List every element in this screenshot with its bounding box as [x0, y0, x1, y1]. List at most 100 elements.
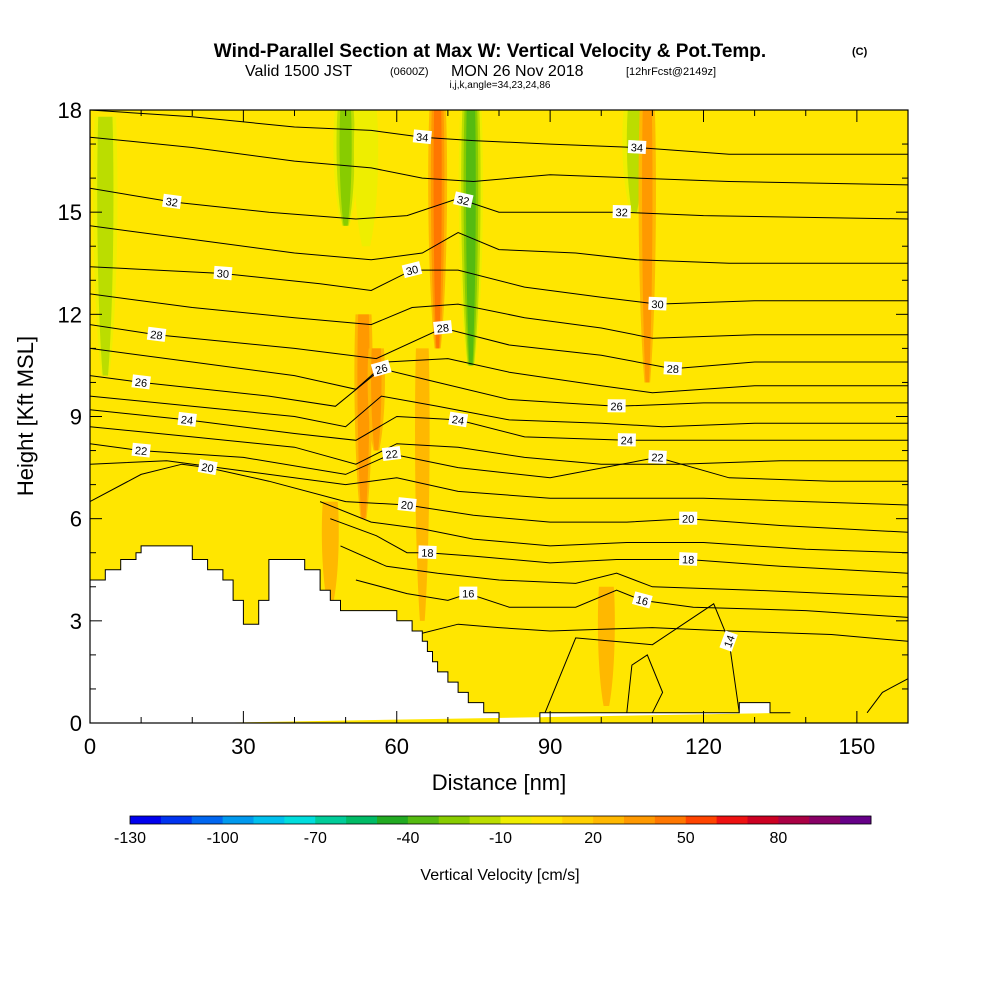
- colorbar-swatch-22: [809, 816, 841, 824]
- colorbar-label--10: -10: [489, 830, 512, 847]
- w-streak-15-level-0: [597, 586, 615, 706]
- theta-contour-22: [90, 443, 908, 482]
- colorbar-swatch-20: [747, 816, 779, 824]
- y-tick-label-9: 9: [70, 405, 82, 430]
- theta-label-26-2: 26: [607, 399, 626, 413]
- theta-label-text-30-2: 30: [651, 299, 664, 312]
- colorbar: -130 -100 -70 -40 -10 20 50 80: [114, 815, 872, 847]
- theta-label-bg-22-0: [131, 442, 151, 458]
- theta-label-28-1: 28: [433, 320, 453, 336]
- theta-label-bg-24-1: [448, 411, 469, 428]
- colorbar-swatch-14: [562, 816, 594, 824]
- theta-label-text-28-0: 28: [150, 329, 164, 342]
- theta-contour-29: [90, 293, 908, 339]
- colorbar-swatch-12: [500, 816, 532, 824]
- theta-label-18-0: 18: [418, 545, 437, 560]
- theta-label-bg-28-2: [663, 361, 683, 376]
- theta-contour-23: [90, 426, 908, 465]
- theta-label-text-32-2: 32: [615, 207, 627, 219]
- theta-label-text-24-0: 24: [180, 414, 194, 427]
- colorbar-title: Vertical Velocity [cm/s]: [420, 867, 579, 884]
- theta-label-bg-20-1: [397, 497, 417, 512]
- theta-label-bg-32-0: [162, 193, 182, 210]
- colorbar-swatch-8: [377, 816, 409, 824]
- theta-contour-21: [90, 460, 908, 506]
- valid-date: MON 26 Nov 2018: [451, 63, 584, 80]
- theta-label-24-1: 24: [448, 411, 469, 428]
- theta-contour-28: [90, 324, 908, 370]
- valid-time-prefix: Valid 1500 JST: [245, 63, 353, 80]
- y-tick-label-15: 15: [58, 200, 82, 225]
- colorbar-swatch-23: [840, 816, 872, 824]
- theta-contour-15: [417, 623, 908, 642]
- colorbar-swatch-13: [531, 816, 563, 824]
- colorbar-swatch-18: [685, 816, 718, 824]
- theta-contour-31: [90, 225, 908, 264]
- w-streak-5-level-1: [626, 110, 643, 213]
- theta-label-text-28-1: 28: [436, 322, 449, 335]
- theta-contour-24: [90, 409, 908, 441]
- theta-label-bg-30-2: [648, 296, 667, 311]
- theta-label-30-0: 30: [213, 265, 233, 281]
- colorbar-swatch-3: [222, 816, 254, 824]
- theta-label-bg-28-1: [433, 320, 453, 335]
- theta-label-text-26-1: 26: [374, 362, 389, 377]
- theta-label-text-16-0: 16: [462, 589, 474, 601]
- colorbar-swatch-7: [346, 816, 378, 824]
- theta-label-bg-14-0: [719, 630, 738, 652]
- colorbar-swatch-11: [469, 816, 501, 824]
- theta-label-bg-34-0: [412, 129, 432, 145]
- y-axis-label: Height [Kft MSL]: [13, 336, 38, 496]
- theta-label-text-22-2: 22: [651, 452, 664, 465]
- theta-label-14-0: 14: [719, 630, 738, 652]
- theta-label-bg-32-1: [453, 191, 474, 209]
- colorbar-swatch-9: [407, 816, 440, 824]
- theta-label-20-0: 20: [197, 459, 218, 476]
- w-streak-11-level-2: [433, 110, 442, 349]
- theta-label-bg-26-0: [131, 374, 151, 390]
- axis-ticks: 0 30 60 90 120 150 0 3 6 9 12 15 18: [58, 98, 908, 759]
- section-indices: i,j,k,angle=34,23,24,86: [450, 80, 551, 91]
- colorbar-swatch-5: [284, 816, 316, 824]
- colorbar-swatch-0: [130, 816, 162, 824]
- theta-label-text-30-1: 30: [405, 264, 420, 279]
- colorbar-swatch-16: [624, 816, 656, 824]
- theta-label-text-28-2: 28: [666, 363, 679, 376]
- colorbar-swatch-19: [716, 816, 748, 824]
- theta-label-22-2: 22: [648, 449, 667, 465]
- theta-contour-17: [340, 545, 908, 598]
- theta-label-bg-22-1: [381, 445, 402, 462]
- theta-label-22-0: 22: [131, 442, 151, 458]
- y-tick-label-18: 18: [58, 98, 82, 123]
- colorbar-label--70: -70: [304, 830, 327, 847]
- theta-label-text-14-0: 14: [722, 634, 737, 650]
- x-tick-label-0: 0: [84, 734, 96, 759]
- colorbar-swatch-6: [315, 816, 347, 824]
- colorbar-label-80: 80: [770, 830, 788, 847]
- theta-label-text-20-1: 20: [400, 499, 413, 512]
- lower-right-contour: [866, 678, 908, 714]
- theta-label-20-2: 20: [679, 511, 698, 526]
- theta-label-bg-24-2: [617, 433, 636, 447]
- theta-label-text-24-2: 24: [621, 435, 633, 447]
- theta-label-32-1: 32: [453, 191, 474, 209]
- valid-time-utc: (0600Z): [390, 66, 429, 78]
- theta-label-28-0: 28: [146, 326, 167, 343]
- colorbar-label-50: 50: [677, 830, 695, 847]
- theta-label-bg-18-0: [418, 545, 437, 560]
- theta-label-text-32-1: 32: [456, 194, 471, 208]
- theta-label-26-1: 26: [370, 359, 392, 377]
- theta-label-bg-28-0: [146, 326, 167, 342]
- theta-contour-16: [355, 579, 908, 618]
- theta-label-text-20-2: 20: [682, 514, 694, 526]
- theta-label-text-16-1: 16: [634, 594, 649, 609]
- theta-label-text-20-0: 20: [200, 462, 214, 476]
- y-tick-label-3: 3: [70, 609, 82, 634]
- y-tick-label-6: 6: [70, 507, 82, 532]
- colorbar-swatch-15: [593, 816, 625, 824]
- theta-label-24-0: 24: [177, 411, 197, 428]
- theta-label-22-1: 22: [381, 445, 402, 462]
- theta-label-32-2: 32: [612, 205, 631, 219]
